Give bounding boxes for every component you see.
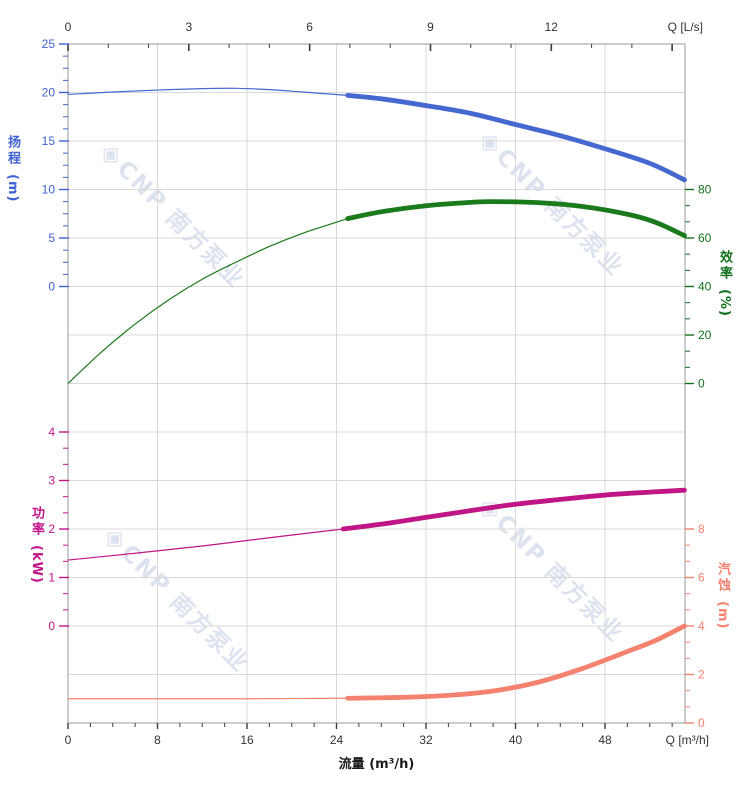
svg-text:0: 0 — [65, 20, 72, 34]
head-curve — [67, 87, 687, 183]
svg-text:9: 9 — [427, 20, 434, 34]
efficiency-curve-thick — [345, 199, 687, 238]
top-axis-unit-label: Q [L/s] — [668, 20, 703, 34]
svg-text:0: 0 — [698, 716, 705, 730]
svg-text:2: 2 — [698, 668, 705, 682]
svg-text:15: 15 — [42, 134, 56, 148]
head-axis-title-text: 扬程 — [4, 135, 20, 167]
bottom-axis-unit-label: Q [m³/h] — [666, 733, 709, 747]
x-axis-label: 流量 (m³/h) — [338, 757, 415, 772]
power-axis-unit: (kW) — [28, 545, 44, 584]
svg-text:0: 0 — [48, 619, 55, 633]
svg-text:0: 0 — [48, 280, 55, 294]
power-curve-thick — [340, 487, 687, 532]
efficiency-axis-unit: (%) — [716, 289, 732, 317]
efficiency-axis-title: 效率 (%) — [716, 250, 732, 317]
head-axis-title: 扬程 (m) — [4, 135, 20, 203]
power-curve-thin — [67, 528, 344, 561]
svg-text:4: 4 — [698, 619, 705, 633]
svg-text:10: 10 — [42, 183, 56, 197]
svg-text:40: 40 — [509, 733, 523, 747]
grid — [68, 44, 685, 723]
svg-text:2: 2 — [48, 522, 55, 536]
svg-text:24: 24 — [330, 733, 344, 747]
npsh-axis: 8 6 4 2 0 — [685, 522, 705, 730]
power-curve — [67, 487, 687, 561]
npsh-curve — [68, 623, 687, 701]
power-axis-title: 功率 (kW) — [28, 506, 44, 584]
svg-text:48: 48 — [598, 733, 612, 747]
npsh-axis-unit: (m) — [714, 601, 730, 630]
svg-text:3: 3 — [185, 20, 192, 34]
efficiency-axis-title-text: 效率 — [716, 250, 732, 282]
head-axis-unit: (m) — [4, 174, 20, 203]
svg-text:60: 60 — [698, 231, 712, 245]
svg-text:6: 6 — [306, 20, 313, 34]
efficiency-curve-thin — [67, 218, 348, 384]
svg-text:8: 8 — [154, 733, 161, 747]
head-curve-thin — [67, 87, 348, 97]
svg-text:0: 0 — [698, 377, 705, 391]
svg-text:12: 12 — [545, 20, 559, 34]
svg-text:32: 32 — [419, 733, 433, 747]
svg-text:16: 16 — [240, 733, 254, 747]
svg-text:0: 0 — [65, 733, 72, 747]
npsh-curve-thin — [68, 697, 348, 700]
power-axis: 4 3 2 1 0 — [48, 425, 69, 633]
svg-text:8: 8 — [698, 522, 705, 536]
npsh-axis-title-text: 汽蚀 — [714, 562, 730, 594]
efficiency-curve — [67, 199, 687, 384]
svg-text:20: 20 — [698, 328, 712, 342]
svg-text:6: 6 — [698, 571, 705, 585]
svg-text:1: 1 — [48, 571, 55, 585]
svg-text:20: 20 — [42, 86, 56, 100]
svg-text:4: 4 — [48, 425, 55, 439]
head-axis: 25 20 15 10 5 0 — [42, 37, 69, 294]
bottom-axis: 0 8 16 24 32 40 48 Q [m³/h] — [65, 723, 709, 747]
svg-text:3: 3 — [48, 474, 55, 488]
npsh-axis-title: 汽蚀 (m) — [714, 562, 730, 630]
svg-text:40: 40 — [698, 280, 712, 294]
top-axis: 0 3 6 9 12 Q [L/s] — [65, 20, 703, 51]
svg-text:25: 25 — [42, 37, 56, 51]
svg-text:80: 80 — [698, 183, 712, 197]
head-curve-thick — [345, 93, 687, 183]
power-axis-title-text: 功率 — [28, 506, 44, 538]
npsh-curve-thick — [345, 623, 687, 701]
svg-text:5: 5 — [48, 231, 55, 245]
efficiency-axis: 80 60 40 20 0 — [685, 183, 712, 391]
